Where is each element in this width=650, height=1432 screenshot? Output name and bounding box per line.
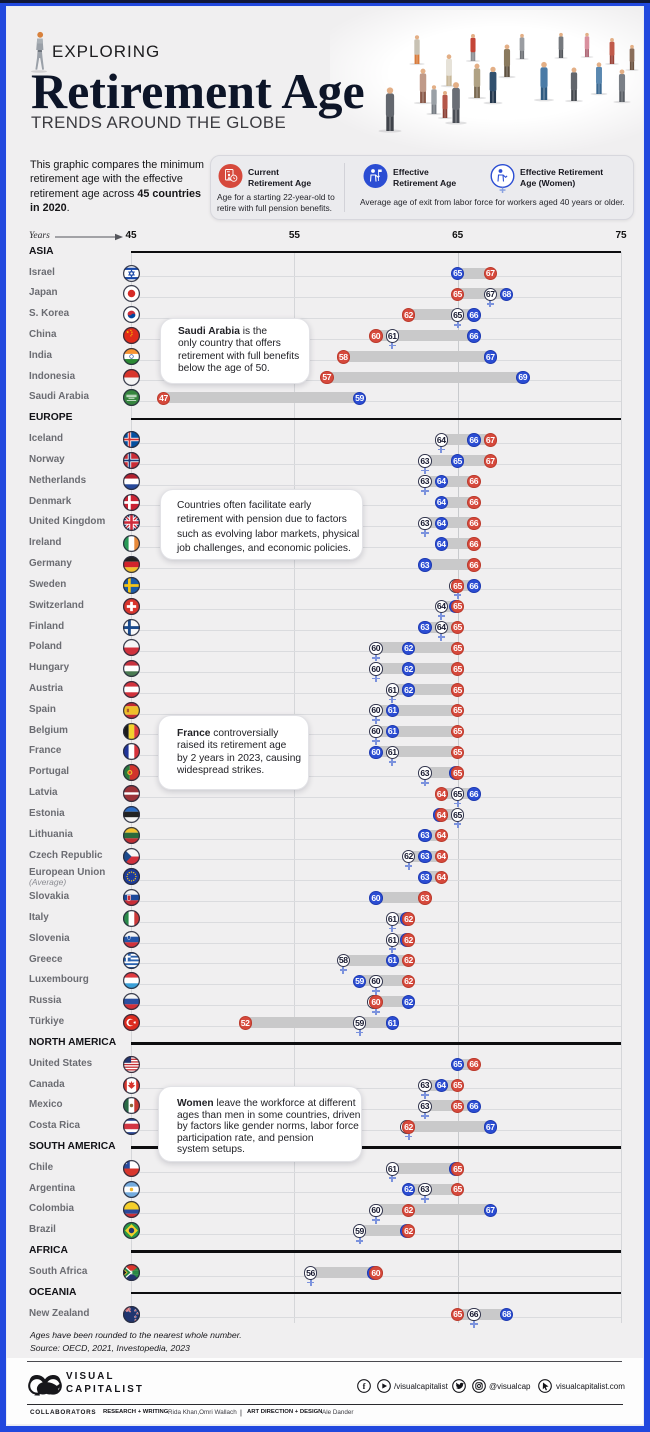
svg-text:f: f (363, 1381, 366, 1391)
